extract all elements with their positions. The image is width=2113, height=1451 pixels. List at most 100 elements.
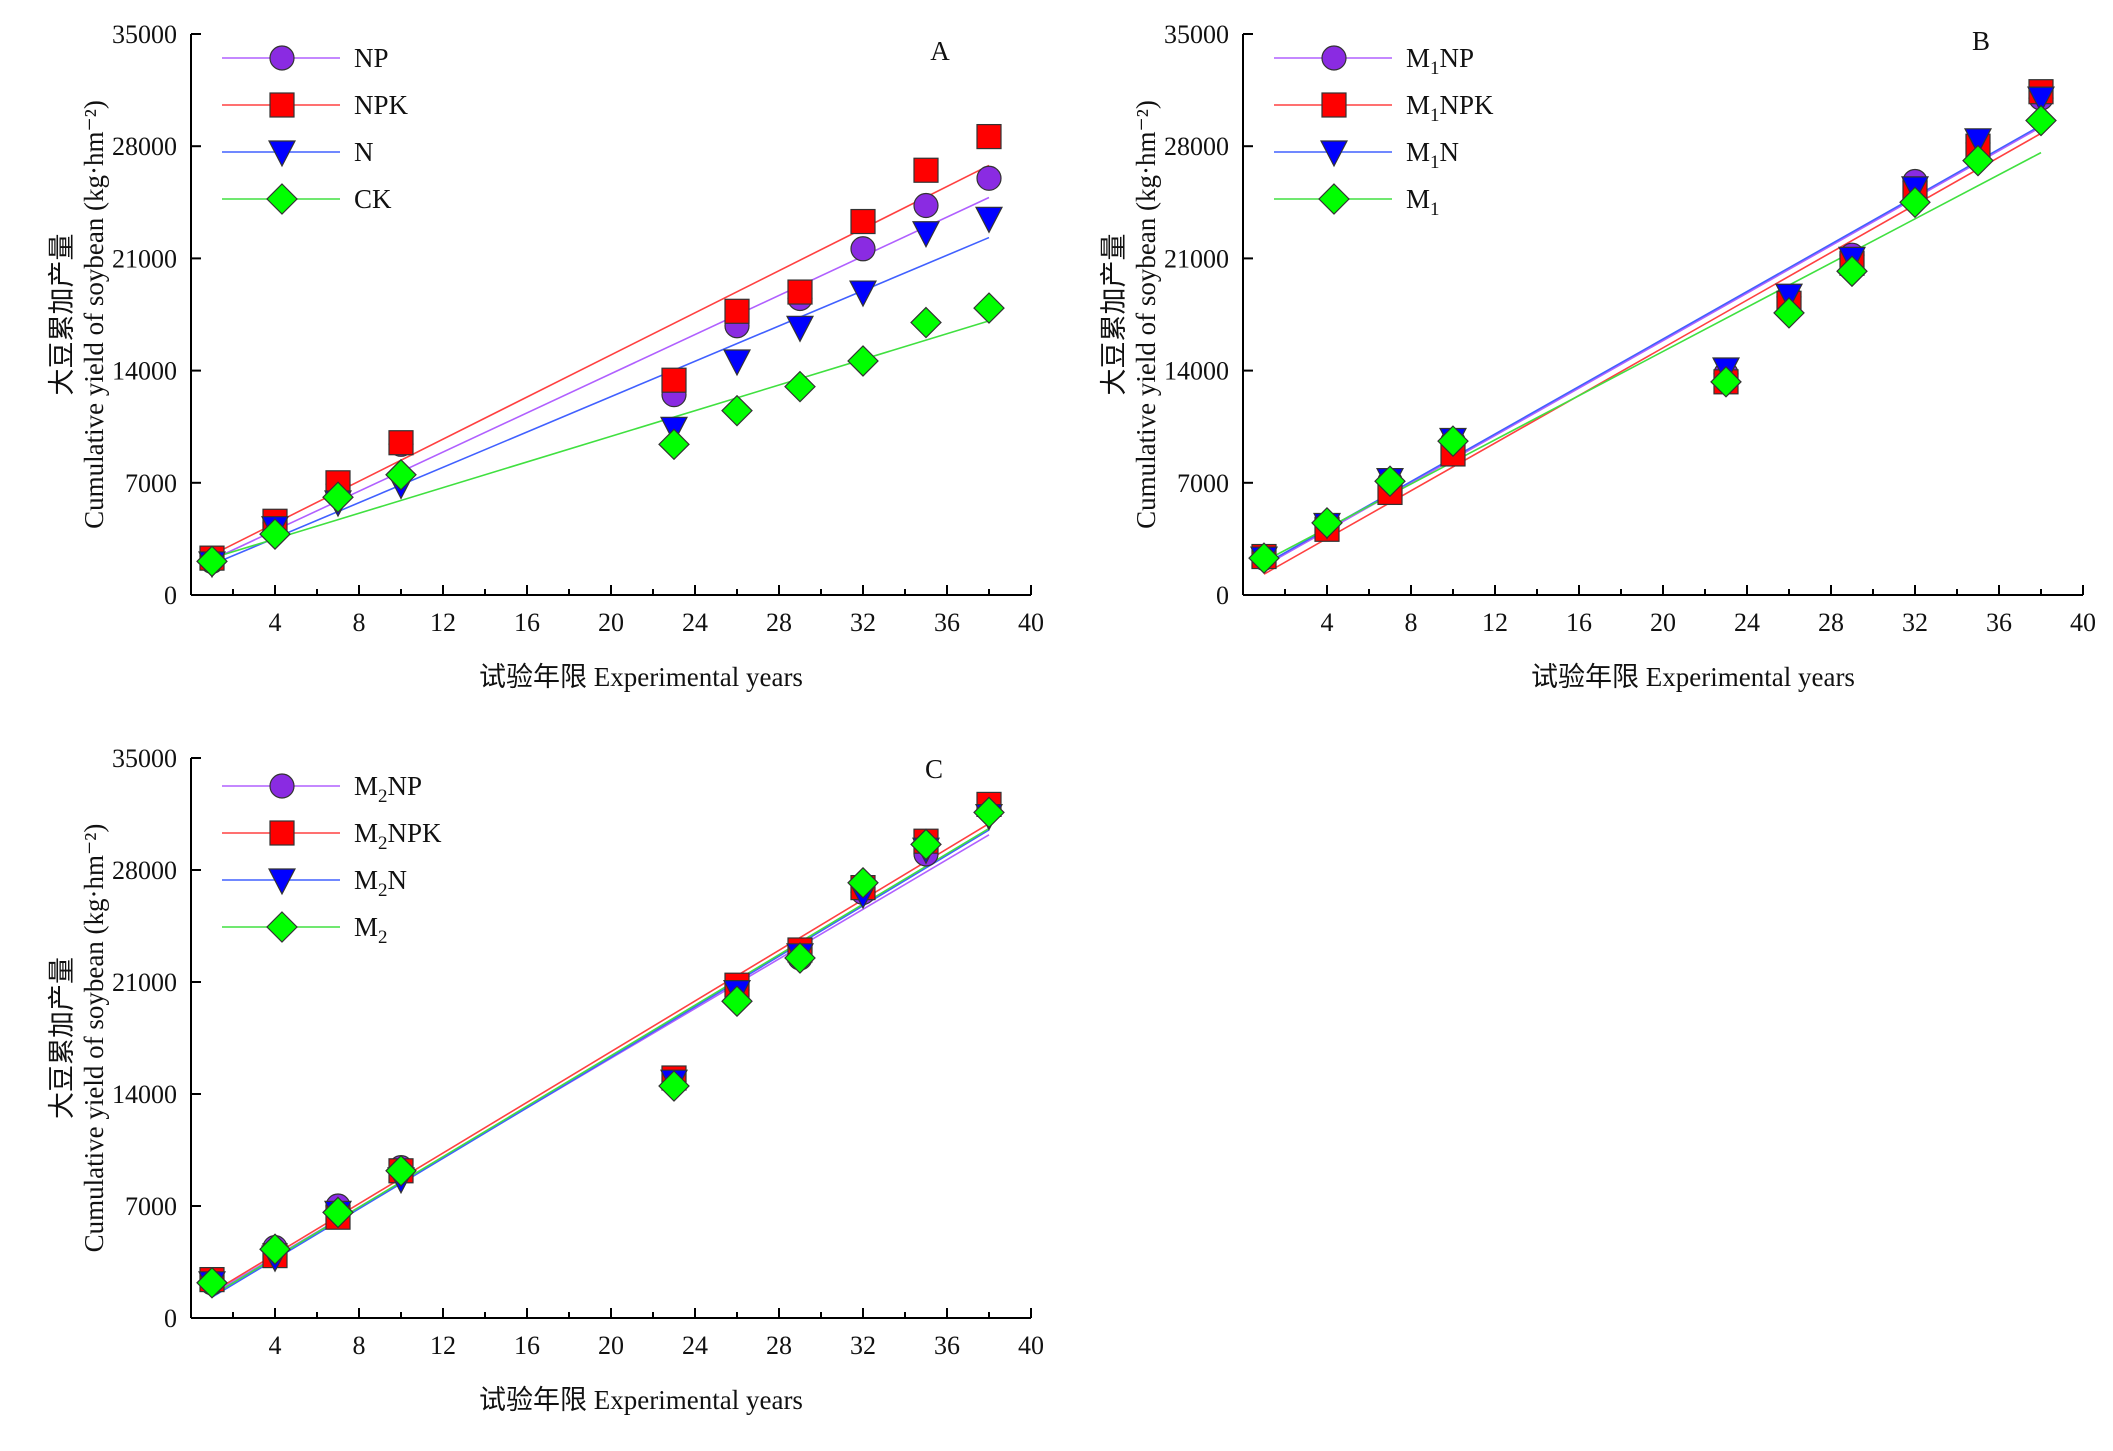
legend-label-subscript: 1 — [1430, 58, 1440, 79]
legend-marker — [266, 183, 298, 215]
x-tick-label: 20 — [598, 608, 624, 637]
legend-marker — [266, 911, 298, 943]
legend-marker — [269, 820, 295, 846]
legend-label: M2NPK — [354, 818, 442, 854]
data-point — [913, 157, 939, 183]
x-tick-label: 36 — [934, 608, 960, 637]
x-tick-label: 32 — [1902, 608, 1928, 637]
x-tick-label: 36 — [934, 1331, 960, 1360]
data-point — [1773, 297, 1805, 329]
data-point — [913, 192, 939, 219]
series-np — [199, 165, 1002, 574]
y-tick-label: 21000 — [1164, 244, 1229, 273]
legend-label-main: M — [1406, 90, 1430, 120]
x-tick-label: 12 — [430, 1331, 456, 1360]
legend-entry: M1NPK — [1274, 90, 1494, 126]
legend-label-rest: N — [388, 865, 408, 895]
data-point — [196, 1266, 228, 1299]
x-tick-label: 24 — [682, 1331, 708, 1360]
panel-label: B — [1972, 26, 1990, 56]
data-point — [784, 942, 816, 974]
data-point — [847, 866, 879, 899]
data-point — [976, 123, 1002, 150]
data-point — [322, 1196, 354, 1229]
data-point — [849, 280, 877, 308]
panel-label: A — [930, 36, 950, 66]
data-point — [850, 208, 876, 235]
data-point — [910, 306, 942, 339]
data-point — [787, 279, 813, 305]
legend-label-rest: NPK — [1440, 90, 1495, 120]
legend-label-subscript: 2 — [378, 927, 388, 948]
legend-label: M1 — [1406, 184, 1440, 220]
data-point — [196, 545, 228, 578]
y-tick-label: 7000 — [1177, 469, 1229, 498]
x-tick-label: 16 — [1566, 608, 1592, 637]
data-point — [910, 828, 942, 861]
y-axis-title: Cumulative yield of soybean (kg·hm⁻²) — [79, 824, 109, 1253]
legend-label-main: M — [1406, 184, 1430, 214]
data-point — [1437, 425, 1469, 457]
x-tick-label: 8 — [353, 1331, 366, 1360]
legend-entry: M2N — [222, 865, 407, 901]
data-point — [721, 985, 753, 1018]
y-tick-label: 0 — [164, 581, 177, 610]
legend-label: NPK — [354, 90, 409, 120]
y-tick-label: 35000 — [1164, 20, 1229, 49]
legend-label-rest: NPK — [388, 818, 443, 848]
x-tick-label: 4 — [269, 1331, 282, 1360]
data-point — [847, 345, 879, 377]
data-point — [1374, 465, 1406, 498]
legend-marker — [1321, 92, 1347, 118]
y-tick-label: 35000 — [112, 744, 177, 773]
x-axis-title: 试验年限 Experimental years — [479, 1385, 803, 1415]
legend-label: CK — [354, 184, 392, 214]
series-m2n — [198, 803, 1003, 1299]
x-tick-label: 12 — [1482, 608, 1508, 637]
legend-label: M1N — [1406, 137, 1459, 173]
x-tick-label: 16 — [514, 1331, 540, 1360]
y-tick-label: 0 — [164, 1304, 177, 1333]
x-tick-label: 40 — [2070, 608, 2096, 637]
data-point — [975, 206, 1003, 234]
data-point — [784, 370, 816, 403]
legend-label: M2 — [354, 912, 388, 948]
legend-label-subscript: 1 — [1430, 199, 1440, 220]
series-m2 — [196, 796, 1005, 1299]
y-axis-title: Cumulative yield of soybean (kg·hm⁻²) — [1131, 100, 1161, 529]
series-m1n — [1250, 86, 2055, 574]
x-tick-label: 24 — [1734, 608, 1760, 637]
legend-label: M2NP — [354, 771, 422, 807]
legend-entry: M2NP — [222, 771, 422, 807]
data-point — [2027, 86, 2055, 114]
data-point — [973, 796, 1005, 829]
data-point — [912, 221, 940, 249]
y-axis-title-cn: 大豆累加产量 — [47, 234, 77, 396]
data-point — [973, 292, 1005, 324]
y-tick-label: 28000 — [1164, 132, 1229, 161]
series-m1 — [1248, 104, 2057, 574]
series-m1npk — [1251, 79, 2054, 570]
series-ck — [196, 292, 1005, 578]
x-tick-label: 12 — [430, 608, 456, 637]
x-tick-label: 20 — [598, 1331, 624, 1360]
y-axis-title-cn: 大豆累加产量 — [47, 957, 77, 1119]
y-axis-title: Cumulative yield of soybean (kg·hm⁻²) — [79, 100, 109, 529]
legend-entry: M1NP — [1274, 43, 1474, 79]
x-tick-label: 40 — [1018, 608, 1044, 637]
y-tick-label: 21000 — [112, 968, 177, 997]
legend-entry: NPK — [222, 90, 409, 120]
data-point — [721, 394, 753, 427]
x-tick-label: 32 — [850, 608, 876, 637]
legend-label-main: M — [354, 912, 378, 942]
legend-label-rest: NP — [1440, 43, 1475, 73]
series-m2np — [199, 796, 1002, 1296]
x-tick-label: 28 — [766, 1331, 792, 1360]
x-tick-label: 28 — [766, 608, 792, 637]
data-point — [724, 298, 750, 324]
x-tick-label: 28 — [1818, 608, 1844, 637]
data-point — [976, 165, 1002, 191]
legend-label-main: M — [354, 771, 378, 801]
data-point — [259, 1233, 291, 1266]
y-tick-label: 21000 — [112, 244, 177, 273]
